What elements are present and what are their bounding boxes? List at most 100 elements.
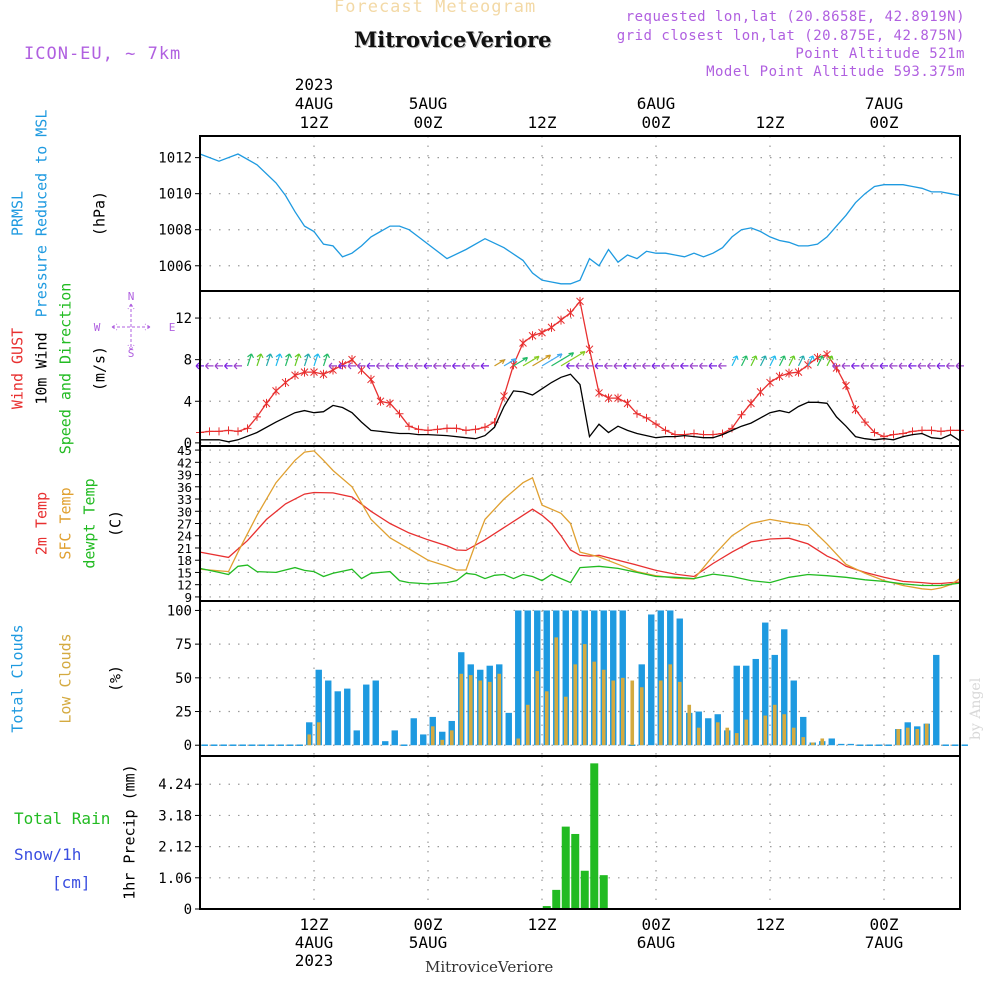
gust-marker xyxy=(462,426,470,435)
time-label-top: 12Z xyxy=(756,113,785,132)
time-label-bottom: 00Z xyxy=(414,915,443,934)
wind-direction-arrow xyxy=(256,353,264,367)
wind-direction-arrow xyxy=(826,355,834,367)
chart-subtitle: Forecast Meteogram xyxy=(334,0,537,17)
time-label-bottom: 12Z xyxy=(756,915,785,934)
gust-marker xyxy=(414,425,423,434)
ytick-label: 12 xyxy=(177,578,192,593)
gust-marker xyxy=(652,420,660,429)
low-cloud-bar xyxy=(582,644,587,746)
rain-bar xyxy=(542,906,551,909)
side-label: Pressure Reduced to MSL xyxy=(33,110,51,318)
ytick-label: 0 xyxy=(184,738,192,754)
gust-marker xyxy=(310,367,318,377)
panel-wind: 0 4 8 12 N S W E Wind GUST 10m Wind Speed and Dire… xyxy=(9,283,964,454)
gust-marker xyxy=(395,409,404,418)
low-cloud-bar xyxy=(924,723,929,746)
total-cloud-bar xyxy=(439,731,446,746)
gust-marker xyxy=(671,430,679,439)
time-label-top: 6AUG xyxy=(637,94,676,113)
wind-direction-arrow xyxy=(788,355,796,367)
wind-direction-arrow xyxy=(275,353,283,367)
low-cloud-bar xyxy=(430,726,435,746)
gust-marker xyxy=(927,426,936,435)
wind-direction-arrow xyxy=(303,353,312,367)
wind-direction-arrow xyxy=(513,356,529,367)
total-cloud-bar xyxy=(543,610,550,746)
wind-direction-arrow xyxy=(575,362,584,370)
low-cloud-bar xyxy=(449,730,454,746)
wind-direction-arrow xyxy=(898,362,907,370)
total-cloud-bar xyxy=(344,688,351,746)
ytick-label: 24 xyxy=(177,529,192,544)
wind-direction-arrow xyxy=(879,362,888,370)
wind-direction-arrow xyxy=(452,362,461,370)
low-cloud-bar xyxy=(487,681,492,746)
wind-direction-arrow xyxy=(551,352,575,367)
low-cloud-bar xyxy=(316,722,321,746)
ytick-label: 1006 xyxy=(158,259,192,275)
low-cloud-bar xyxy=(468,675,473,746)
gust-marker xyxy=(604,393,613,403)
gust-marker xyxy=(348,355,356,365)
gust-marker xyxy=(633,409,641,418)
wind-direction-arrow xyxy=(357,362,366,370)
rain-bar xyxy=(590,763,599,909)
gust-marker xyxy=(253,412,261,421)
low-cloud-bar xyxy=(696,727,701,746)
wind-direction-arrow xyxy=(946,362,955,370)
gust-marker xyxy=(557,315,565,325)
ytick-label: 1008 xyxy=(158,223,192,239)
ytick-label: 42 xyxy=(177,455,192,470)
total-cloud-bar xyxy=(828,738,835,746)
total-cloud-bar xyxy=(562,610,569,746)
low-cloud-bar xyxy=(620,677,625,746)
low-cloud-bar xyxy=(744,719,749,746)
wind-direction-arrow xyxy=(642,362,651,370)
ytick-label: 1.06 xyxy=(158,871,192,887)
total-cloud-bar xyxy=(743,665,750,746)
wind-direction-arrow xyxy=(284,353,293,367)
total-cloud-bar xyxy=(420,734,427,746)
total-cloud-bar xyxy=(391,730,398,746)
total-cloud-bar xyxy=(372,680,379,746)
wind-direction-arrow xyxy=(708,362,717,370)
ytick-label: 4 xyxy=(184,394,192,410)
wind-direction-arrow xyxy=(699,362,708,370)
ytick-label: 39 xyxy=(177,468,192,483)
low-cloud-bar xyxy=(459,673,464,746)
wind-direction-arrow xyxy=(917,362,926,370)
gust-marker xyxy=(614,393,622,403)
low-cloud-bar xyxy=(658,680,663,746)
low-cloud-bar xyxy=(687,704,692,746)
total-cloud-bar xyxy=(353,730,360,746)
wind-direction-arrow xyxy=(461,362,470,370)
wind-direction-arrow xyxy=(623,362,632,370)
wind-direction-arrow xyxy=(294,353,302,367)
total-cloud-bar xyxy=(334,691,341,746)
low-cloud-bar xyxy=(725,727,730,746)
wind-direction-arrow xyxy=(740,355,749,367)
wind-direction-arrow xyxy=(522,355,540,367)
ytick-label: 8 xyxy=(184,353,192,369)
gust-marker xyxy=(367,374,375,384)
gust-marker xyxy=(566,308,575,318)
gust-marker xyxy=(851,405,860,415)
rain-bar xyxy=(580,870,589,909)
ytick-label: 75 xyxy=(175,637,192,653)
wind-direction-arrow xyxy=(731,355,739,367)
chart-title: MitroviceVeriore xyxy=(354,27,552,52)
gust-marker xyxy=(623,398,632,408)
time-label-top: 4AUG xyxy=(295,94,334,113)
time-label-top: 12Z xyxy=(300,113,329,132)
panel-frame xyxy=(199,755,961,910)
gust-marker xyxy=(785,368,793,378)
wind-direction-arrow xyxy=(936,362,945,370)
total-cloud-bar xyxy=(752,658,759,746)
gust-marker xyxy=(538,328,546,338)
panel-precip: 0 1.06 2.12 3.18 4.24 Total Rain Snow/1h [cm] 1h… xyxy=(14,755,961,918)
low-cloud-bar xyxy=(630,680,635,746)
model-altitude: Model Point Altitude 593.375m xyxy=(706,64,965,80)
wind-direction-arrow xyxy=(224,362,233,370)
point-altitude: Point Altitude 521m xyxy=(795,46,965,62)
